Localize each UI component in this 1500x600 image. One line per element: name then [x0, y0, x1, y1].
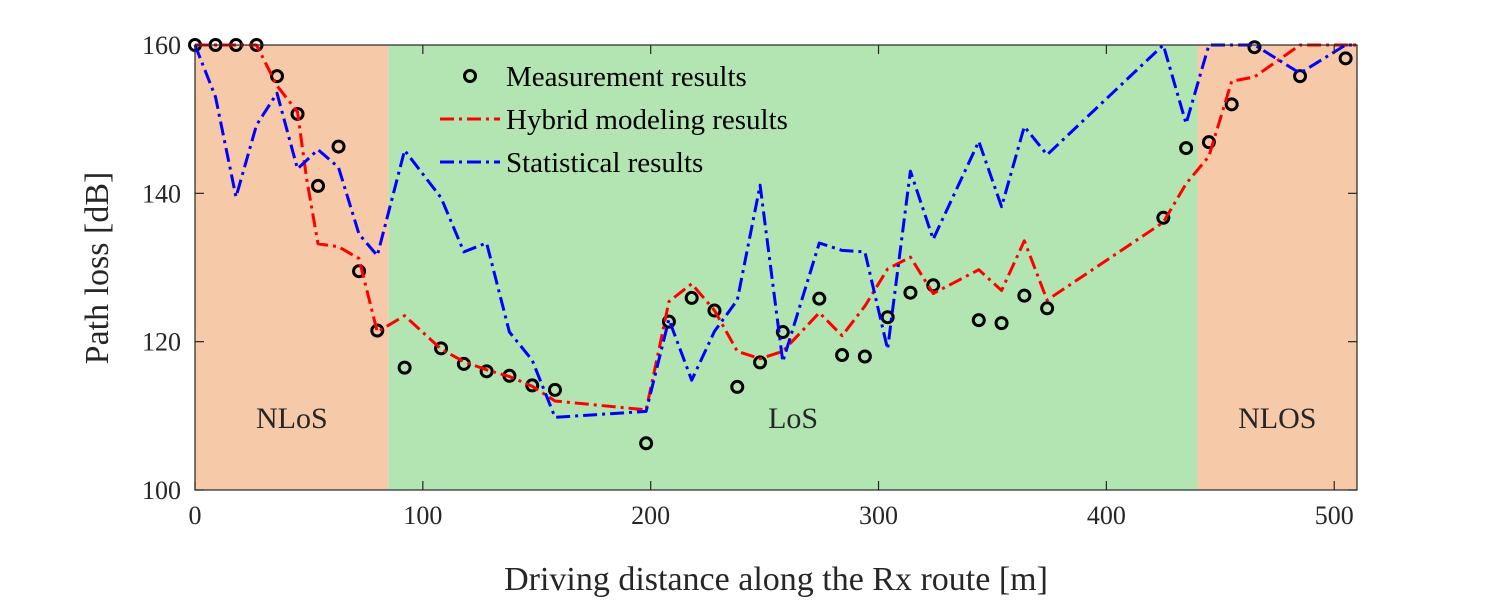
measurement-point: [1156, 210, 1171, 225]
region-los-1: [388, 45, 1198, 490]
measurement-point: [903, 285, 918, 300]
measurement-point: [835, 348, 850, 363]
measurement-point: [857, 349, 872, 364]
legend-marker-icon: [463, 69, 477, 83]
measurement-point: [547, 382, 562, 397]
x-tick-label: 500: [1315, 501, 1354, 530]
legend-entry-hybrid-modeling-results: Hybrid modeling results: [440, 104, 788, 136]
y-tick-label: 120: [142, 328, 181, 357]
measurement-point: [971, 313, 986, 328]
series-line-statistical-results: [193, 43, 1357, 419]
region-label-los-1: LoS: [768, 402, 818, 435]
measurement-point: [311, 178, 326, 193]
measurement-point: [661, 314, 676, 329]
measurement-point: [707, 303, 722, 318]
measurement-point: [397, 360, 412, 375]
measurement-point: [639, 436, 654, 451]
legend-label: Statistical results: [506, 147, 703, 179]
series-line-hybrid-modeling-results: [195, 43, 1357, 412]
region-labels: NLoS LoS NLOS: [256, 402, 1316, 435]
measurement-point: [684, 290, 699, 305]
measurement-point: [753, 355, 768, 370]
measurement-point: [775, 325, 790, 340]
x-tick-label: 0: [189, 501, 202, 530]
measurement-point: [434, 341, 449, 356]
axis-ticks: 0 100 200 300 400 500 100 120 140 160: [142, 31, 1357, 530]
measurement-point: [730, 379, 745, 394]
region-nlos-2: [1197, 45, 1357, 490]
measurement-point: [880, 310, 895, 325]
measurement-point: [352, 264, 367, 279]
measurement-point: [1017, 288, 1032, 303]
x-tick-label: 100: [403, 501, 442, 530]
legend-entry-measurement-results: Measurement results: [463, 61, 747, 93]
x-tick-label: 200: [631, 501, 670, 530]
measurement-point: [1293, 69, 1308, 84]
y-axis-label: Path loss [dB]: [79, 172, 116, 365]
x-axis-label: Driving distance along the Rx route [m]: [504, 561, 1048, 598]
region-label-nlos-2: NLOS: [1238, 402, 1316, 435]
measurement-point: [1247, 40, 1262, 55]
y-tick-label: 140: [142, 179, 181, 208]
y-tick-label: 100: [142, 476, 181, 505]
measurement-point: [331, 139, 346, 154]
measurement-point: [812, 291, 827, 306]
measurement-point: [994, 316, 1009, 331]
measurement-point: [1338, 51, 1353, 66]
measurement-point: [370, 323, 385, 338]
plot-frame: [194, 44, 1358, 491]
measurement-point: [1224, 97, 1239, 112]
series-measurement-results: [188, 38, 1353, 451]
legend-label: Hybrid modeling results: [506, 104, 788, 136]
legend-label: Measurement results: [506, 61, 747, 93]
y-tick-label: 160: [142, 31, 181, 60]
measurement-point: [270, 69, 285, 84]
region-label-nlos-0: NLoS: [256, 402, 328, 435]
measurement-point: [1040, 301, 1055, 316]
measurement-point: [479, 364, 494, 379]
legend-entry-statistical-results: Statistical results: [440, 147, 703, 179]
measurement-point: [1179, 141, 1194, 156]
x-tick-label: 300: [859, 501, 898, 530]
legend: Measurement results Hybrid modeling resul…: [440, 61, 788, 179]
x-tick-label: 400: [1087, 501, 1126, 530]
region-shading: [195, 45, 1357, 490]
data-series: [188, 38, 1357, 451]
